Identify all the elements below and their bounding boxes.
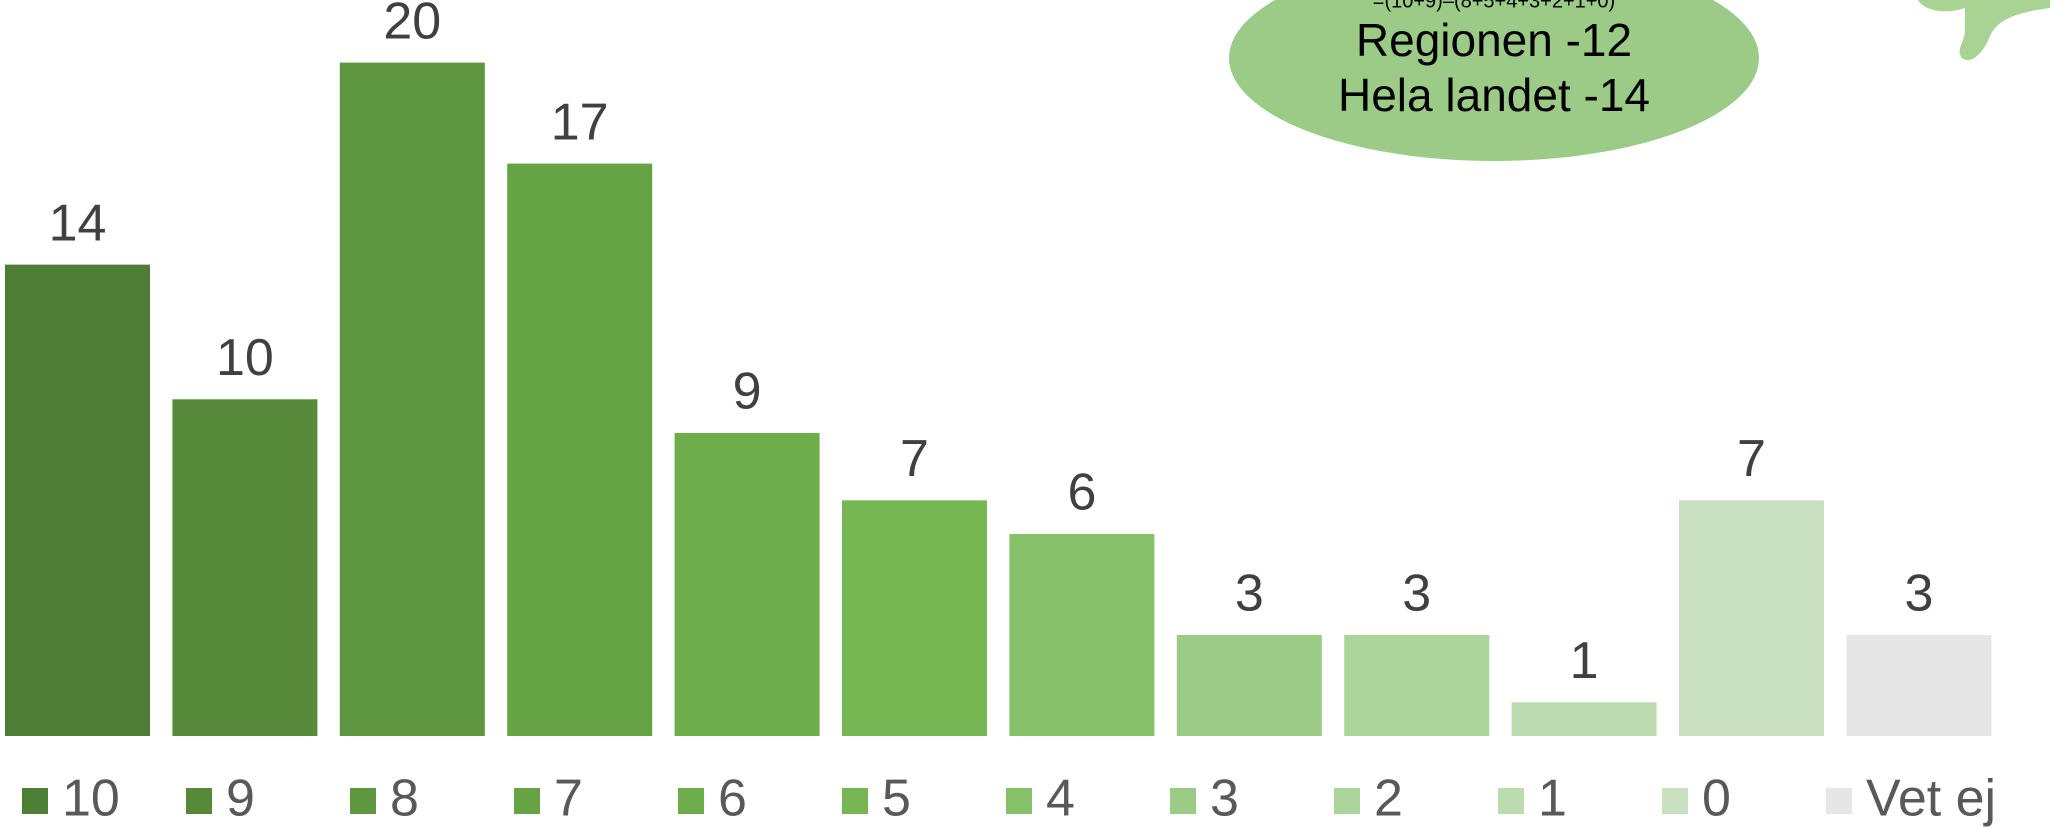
annotation-line: Regionen -12 xyxy=(1356,14,1632,66)
annotation-bubble xyxy=(1229,0,1759,161)
bar xyxy=(1344,634,1490,736)
value-label: 7 xyxy=(900,430,929,488)
value-label: 3 xyxy=(1904,565,1933,623)
legend-swatch xyxy=(1498,788,1524,814)
legend-label: 0 xyxy=(1702,770,1731,827)
legend-swatch xyxy=(22,788,48,814)
value-label: 10 xyxy=(216,329,274,387)
legend-label: Vet ej xyxy=(1866,770,1996,827)
legend-label: 10 xyxy=(62,770,120,827)
legend-swatch xyxy=(350,788,376,814)
value-label: 7 xyxy=(1737,430,1766,488)
legend-label: 1 xyxy=(1538,770,1567,827)
legend-swatch xyxy=(1006,788,1032,814)
legend-label: 4 xyxy=(1046,770,1075,827)
bar xyxy=(842,500,987,736)
legend-label: 3 xyxy=(1210,770,1239,827)
legend-swatch xyxy=(678,788,704,814)
value-label: 6 xyxy=(1067,464,1096,522)
legend-swatch xyxy=(1334,788,1360,814)
value-label: 17 xyxy=(551,93,609,151)
legend-swatch xyxy=(1170,788,1196,814)
annotation-line: Hela landet -14 xyxy=(1338,69,1650,121)
value-label: 3 xyxy=(1235,565,1264,623)
legend-swatch xyxy=(186,788,212,814)
bar xyxy=(1679,500,1824,736)
legend-label: 6 xyxy=(718,770,747,827)
bar xyxy=(5,264,150,736)
bar xyxy=(507,163,653,737)
legend-label: 5 xyxy=(882,770,911,827)
bar xyxy=(1009,533,1155,736)
decoration xyxy=(1918,0,2050,61)
value-label: 14 xyxy=(49,194,107,252)
value-label: 20 xyxy=(383,0,441,50)
legend-swatch xyxy=(842,788,868,814)
legend-swatch xyxy=(1662,788,1688,814)
value-label: 3 xyxy=(1402,565,1431,623)
legend-label: 8 xyxy=(390,770,419,827)
annotation-formula: =(10+9)–(8+5+4+3+2+1+0) xyxy=(1373,0,1615,12)
value-label: 1 xyxy=(1570,632,1599,690)
legend-label: 9 xyxy=(226,770,255,827)
bar xyxy=(172,399,318,736)
legend-swatch xyxy=(1826,788,1852,814)
legend-label: 7 xyxy=(554,770,583,827)
bar xyxy=(1511,702,1657,736)
bar xyxy=(339,62,485,737)
bar xyxy=(1846,634,1992,736)
bar xyxy=(674,432,820,736)
value-label: 9 xyxy=(733,363,762,421)
legend-swatch xyxy=(514,788,540,814)
legend-label: 2 xyxy=(1374,770,1403,827)
bar xyxy=(1176,634,1322,736)
